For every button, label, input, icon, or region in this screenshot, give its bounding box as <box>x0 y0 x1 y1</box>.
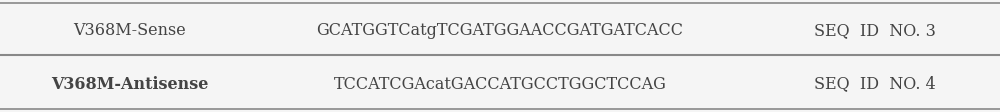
Text: GCATGGTCatgTCGATGGAACCGATGATCACC: GCATGGTCatgTCGATGGAACCGATGATCACC <box>316 22 684 39</box>
Text: TCCATCGAcatGACCATGCCTGGCTCCAG: TCCATCGAcatGACCATGCCTGGCTCCAG <box>334 75 666 93</box>
Text: V368M-Sense: V368M-Sense <box>74 22 186 39</box>
Text: SEQ  ID  NO. 3: SEQ ID NO. 3 <box>814 22 936 39</box>
Text: SEQ  ID  NO. 4: SEQ ID NO. 4 <box>814 75 936 93</box>
Text: V368M-Antisense: V368M-Antisense <box>51 75 209 93</box>
